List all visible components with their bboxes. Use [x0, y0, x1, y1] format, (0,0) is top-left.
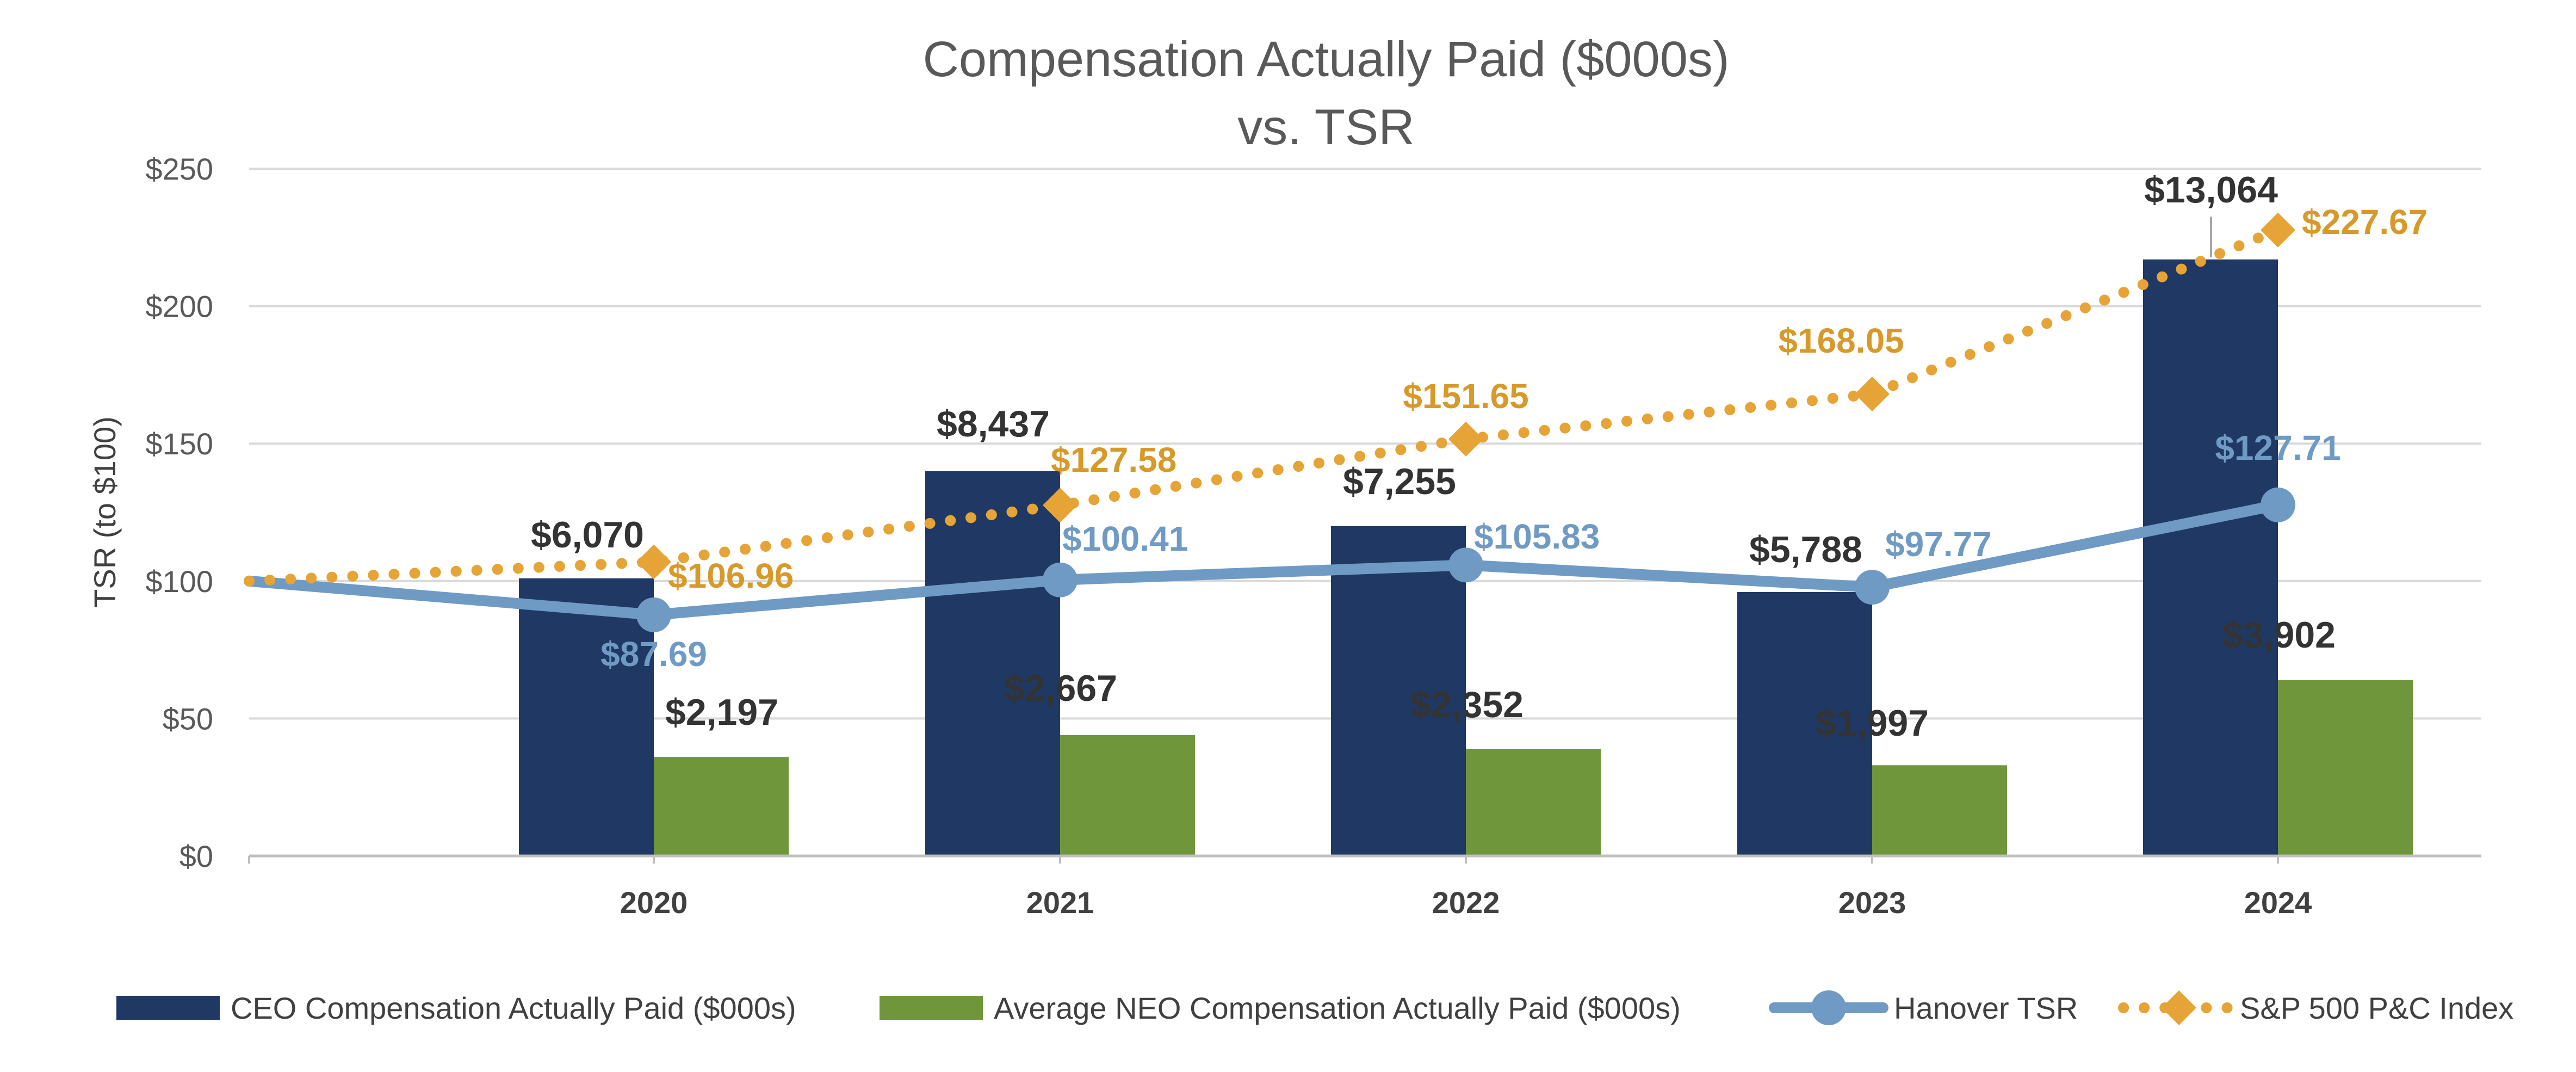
data-label-neo: $2,352	[1410, 684, 1524, 725]
bar-ceo-compensation	[2143, 259, 2278, 856]
x-tick-label: 2023	[1838, 885, 1906, 920]
x-tick-label: 2021	[1026, 885, 1094, 920]
legend-label-hanover-tsr: Hanover TSR	[1894, 991, 2078, 1025]
bar-neo-compensation	[1466, 748, 1601, 856]
hanover-tsr-marker	[2261, 487, 2295, 522]
legend-label-neo: Average NEO Compensation Actually Paid (…	[994, 991, 1681, 1025]
data-label-hanover-tsr: $105.83	[1474, 517, 1600, 556]
legend-swatch-neo	[880, 996, 983, 1020]
sp500-pc-index-marker	[2261, 212, 2295, 248]
legend-marker-sp500	[2162, 990, 2196, 1025]
hanover-tsr-marker	[1448, 547, 1483, 583]
data-labels: $6,070 $2,197 $87.69 $106.96 $8,437 $2,667 $10…	[531, 169, 2428, 744]
y-tick-label: $0	[179, 839, 213, 873]
data-label-ceo: $6,070	[531, 514, 644, 556]
data-label-ceo: $5,788	[1749, 529, 1862, 570]
data-label-ceo: $7,255	[1343, 461, 1456, 502]
y-axis-label: TSR (to $100)	[88, 416, 122, 608]
bar-neo-compensation	[1060, 735, 1195, 856]
data-label-hanover-tsr: $127.71	[2215, 428, 2340, 467]
sp500-pc-index-marker	[1448, 421, 1483, 457]
x-tick-label: 2020	[620, 885, 688, 920]
sp500-pc-index-marker	[1855, 377, 1890, 412]
data-label-sp500: $151.65	[1403, 377, 1528, 416]
bar-ceo-compensation	[519, 578, 654, 856]
sp500-pc-index-marker	[1043, 488, 1078, 523]
chart-title: Compensation Actually Paid ($000s)	[922, 32, 1729, 87]
x-tick-label: 2024	[2244, 885, 2312, 920]
y-tick-label: $200	[145, 289, 213, 324]
bars	[519, 259, 2413, 856]
data-label-neo: $1,997	[1816, 703, 1929, 744]
data-label-hanover-tsr: $97.77	[1885, 525, 1992, 564]
y-tick-label: $50	[163, 701, 213, 736]
bar-neo-compensation	[1872, 765, 2007, 856]
data-label-neo: $3,902	[2222, 614, 2336, 656]
lines	[244, 212, 2295, 632]
sp500-pc-index-line	[244, 224, 2283, 587]
hanover-tsr-marker	[1855, 570, 1890, 605]
hanover-tsr-marker	[636, 597, 671, 632]
legend-swatch-ceo	[116, 996, 220, 1020]
data-label-hanover-tsr: $100.41	[1062, 519, 1188, 558]
data-label-sp500: $106.96	[668, 556, 794, 595]
axes: $0 $50 $100 $150 $200 $250 2020 2021 2022 2023 202…	[88, 152, 2481, 920]
hanover-tsr-line	[244, 499, 2283, 620]
data-label-ceo: $8,437	[937, 403, 1050, 445]
data-label-neo: $2,667	[1004, 668, 1117, 709]
sp500-pc-index-marker	[636, 544, 671, 580]
bar-ceo-compensation	[1331, 526, 1466, 856]
legend-label-ceo: CEO Compensation Actually Paid ($000s)	[231, 991, 796, 1025]
bar-ceo-compensation	[925, 471, 1060, 856]
legend-label-sp500: S&P 500 P&C Index	[2240, 991, 2513, 1025]
hanover-tsr-marker	[1043, 562, 1078, 597]
legend-marker-hanover-tsr	[1811, 990, 1846, 1025]
data-label-sp500: $168.05	[1778, 321, 1904, 360]
chart-title-group: Compensation Actually Paid ($000s) vs. TS…	[922, 32, 1729, 155]
data-label-ceo: $13,064	[2144, 169, 2278, 211]
x-tick-label: 2022	[1432, 885, 1500, 920]
data-label-neo: $2,197	[665, 692, 778, 733]
chart-subtitle: vs. TSR	[1237, 100, 1414, 155]
data-label-hanover-tsr: $87.69	[600, 634, 707, 674]
bar-neo-compensation	[654, 757, 789, 856]
bar-ceo-compensation	[1737, 592, 1872, 856]
data-label-sp500: $227.67	[2302, 202, 2428, 242]
legend: CEO Compensation Actually Paid ($000s) Av…	[116, 990, 2513, 1025]
data-label-sp500: $127.58	[1051, 440, 1176, 479]
y-tick-label: $100	[145, 564, 213, 599]
bar-neo-compensation	[2278, 680, 2413, 856]
y-tick-label: $150	[145, 427, 213, 461]
y-tick-label: $250	[145, 152, 213, 186]
